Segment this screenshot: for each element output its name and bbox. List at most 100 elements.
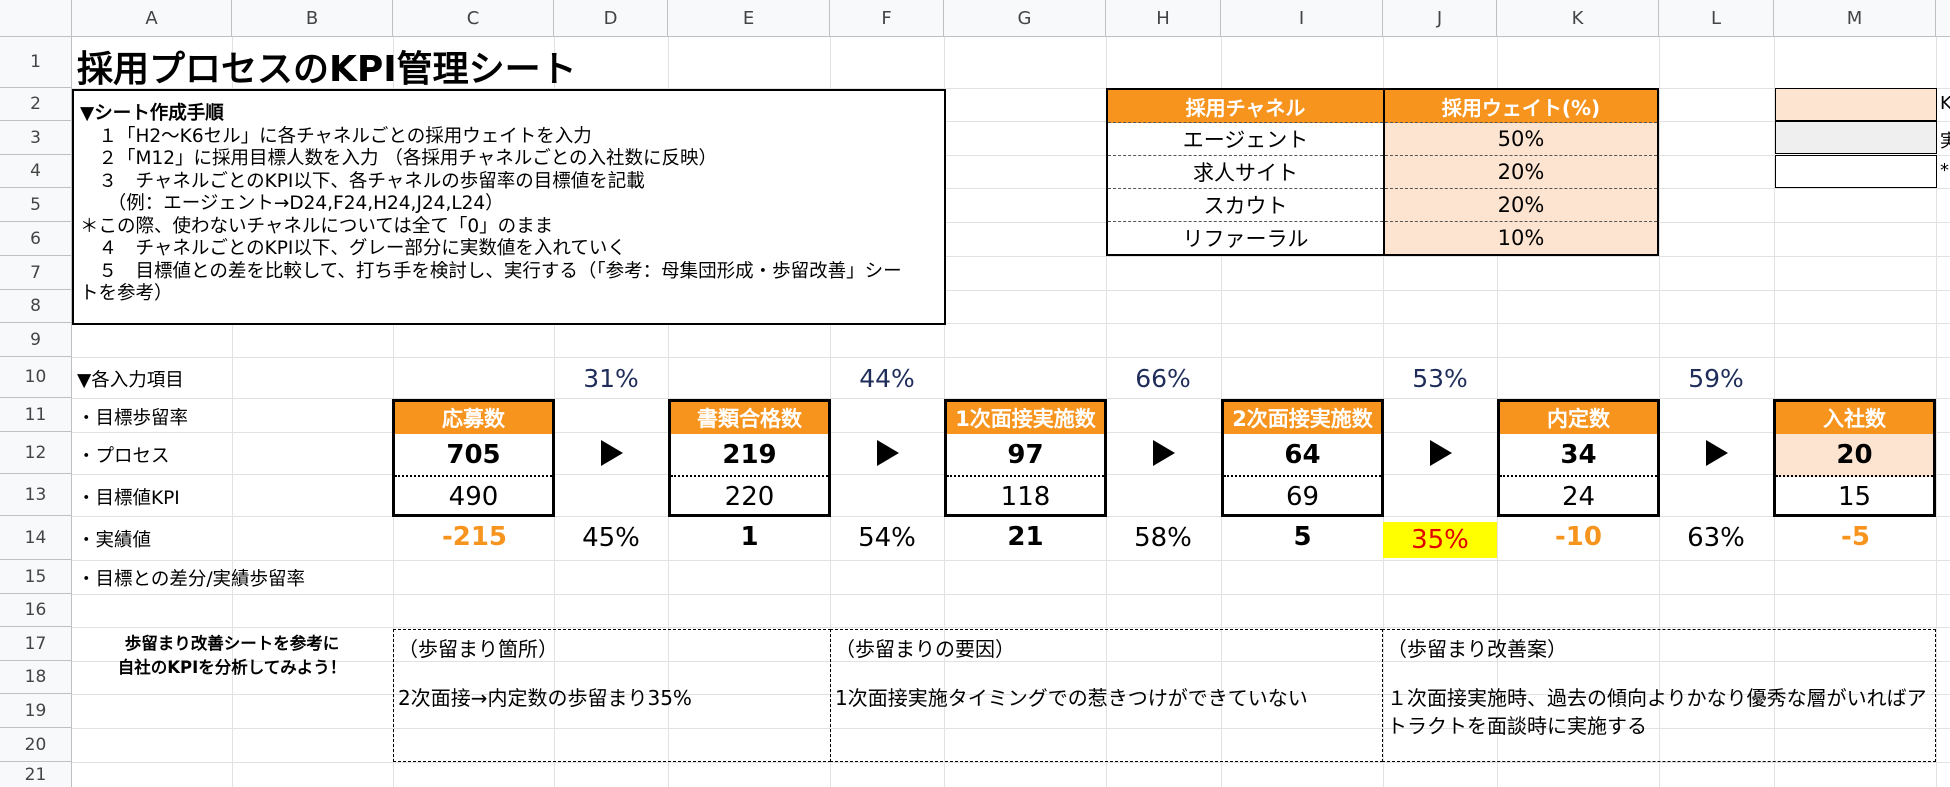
column-header-n[interactable]	[1936, 0, 1950, 37]
table-row: エージェント 50%	[1107, 122, 1658, 156]
target-rate[interactable]: 66%	[1135, 364, 1191, 393]
instructions-box[interactable]: ▼シート作成手順 １「H2〜K6セル」に各チャネルごとの採用ウェイトを入力 ２「…	[72, 89, 946, 325]
stage-kpi-value[interactable]: 490	[448, 481, 499, 512]
actual-rate-highlighted[interactable]: 35%	[1383, 522, 1497, 558]
target-rate[interactable]: 53%	[1412, 364, 1468, 393]
stage-name[interactable]: 2次面接実施数	[1224, 402, 1381, 434]
row-header-20[interactable]: 20	[0, 728, 72, 762]
stage-name[interactable]: 内定数	[1500, 402, 1657, 434]
arrow-right-icon	[601, 440, 623, 466]
column-header-k[interactable]: K	[1497, 0, 1659, 37]
diff-value[interactable]: -5	[1841, 522, 1870, 552]
column-header-j[interactable]: J	[1383, 0, 1497, 37]
row-header-9[interactable]: 9	[0, 323, 72, 357]
column-header-d[interactable]: D	[554, 0, 668, 37]
legend-white-box[interactable]	[1775, 155, 1937, 188]
target-rate[interactable]: 44%	[859, 364, 915, 393]
sheet-title[interactable]: 採用プロセスのKPI管理シート	[77, 49, 577, 90]
row-header-17[interactable]: 17	[0, 627, 72, 661]
improvement-plan-heading: （歩留まり改善案）	[1387, 637, 1567, 661]
row-header-19[interactable]: 19	[0, 694, 72, 728]
actual-rate[interactable]: 45%	[582, 523, 640, 553]
row-header-8[interactable]: 8	[0, 290, 72, 323]
row-header-2[interactable]: 2	[0, 88, 72, 121]
legend-gray-box[interactable]	[1775, 121, 1937, 154]
weight-header[interactable]: 採用ウェイト(%)	[1383, 89, 1658, 123]
row-header-5[interactable]: 5	[0, 188, 72, 222]
stage-kpi-value[interactable]: 24	[1561, 481, 1596, 512]
column-header-h[interactable]: H	[1106, 0, 1221, 37]
stage-name[interactable]: 入社数	[1776, 402, 1933, 434]
row-label-process: ・プロセス	[77, 446, 170, 467]
legend-label-cut: 実	[1940, 131, 1950, 152]
row-header-7[interactable]: 7	[0, 256, 72, 290]
stage-name[interactable]: 応募数	[395, 402, 552, 434]
diff-value[interactable]: -215	[441, 522, 508, 552]
stage-kpi-value[interactable]: 69	[1285, 481, 1320, 512]
legend-color-box[interactable]	[1775, 88, 1937, 121]
stage-box-first-interview: 1次面接実施数 97 118	[944, 399, 1107, 517]
weight-cell[interactable]: 50%	[1383, 122, 1658, 156]
row-header-21[interactable]: 21	[0, 762, 72, 787]
column-header-f[interactable]: F	[830, 0, 944, 37]
column-header-a[interactable]: A	[72, 0, 232, 37]
channel-cell[interactable]: スカウト	[1107, 188, 1384, 222]
row-header-3[interactable]: 3	[0, 121, 72, 155]
channel-cell[interactable]: リファーラル	[1107, 221, 1384, 255]
select-all-corner[interactable]	[0, 0, 72, 37]
stage-kpi-value[interactable]: 118	[1000, 481, 1051, 512]
stage-name[interactable]: 書類合格数	[671, 402, 828, 434]
stage-process-value[interactable]: 97	[947, 434, 1104, 477]
row-header-4[interactable]: 4	[0, 155, 72, 188]
row-header-1[interactable]: 1	[0, 37, 72, 88]
row-header-10[interactable]: 10	[0, 357, 72, 398]
actual-rate[interactable]: 58%	[1134, 523, 1192, 553]
stage-kpi-value[interactable]: 220	[724, 481, 775, 512]
actual-rate[interactable]: 63%	[1687, 523, 1745, 553]
column-header-e[interactable]: E	[668, 0, 830, 37]
arrow-right-icon	[1153, 440, 1175, 466]
column-header-c[interactable]: C	[393, 0, 554, 37]
row-header-11[interactable]: 11	[0, 398, 72, 432]
bottleneck-location-box[interactable]: （歩留まり箇所） 2次面接→内定数の歩留まり35%	[393, 629, 831, 762]
diff-value[interactable]: -10	[1555, 522, 1602, 552]
column-header-g[interactable]: G	[944, 0, 1106, 37]
target-rate[interactable]: 59%	[1688, 364, 1744, 393]
channel-cell[interactable]: エージェント	[1107, 122, 1384, 156]
legend-label-cut: K	[1940, 93, 1950, 114]
row-header-14[interactable]: 14	[0, 516, 72, 560]
row-header-13[interactable]: 13	[0, 474, 72, 516]
channel-cell[interactable]: 求人サイト	[1107, 155, 1384, 189]
row-header-12[interactable]: 12	[0, 432, 72, 474]
column-header-b[interactable]: B	[232, 0, 393, 37]
channel-header[interactable]: 採用チャネル	[1107, 89, 1384, 123]
instruction-step-5: ５ 目標値との差を比較して、打ち手を検討し、実行する（「参考：母集団形成・歩留改…	[80, 260, 902, 282]
improvement-plan-text: １次面接実施時、過去の傾向よりかなり優秀な層がいればアトラクトを面談時に実施する	[1387, 686, 1927, 738]
weight-cell[interactable]: 20%	[1383, 188, 1658, 222]
weight-cell[interactable]: 10%	[1383, 221, 1658, 255]
stage-name[interactable]: 1次面接実施数	[947, 402, 1104, 434]
row-header-6[interactable]: 6	[0, 222, 72, 256]
diff-value[interactable]: 5	[1293, 522, 1312, 552]
column-header-i[interactable]: I	[1221, 0, 1383, 37]
improvement-plan-box[interactable]: （歩留まり改善案） １次面接実施時、過去の傾向よりかなり優秀な層がいればアトラク…	[1382, 629, 1936, 762]
column-header-m[interactable]: M	[1774, 0, 1936, 37]
row-label-target-rate: ・目標歩留率	[77, 408, 189, 429]
stage-process-value[interactable]: 64	[1224, 434, 1381, 477]
row-header-18[interactable]: 18	[0, 661, 72, 694]
row-header-15[interactable]: 15	[0, 560, 72, 594]
stage-process-value[interactable]: 219	[671, 434, 828, 477]
stage-kpi-value[interactable]: 15	[1837, 481, 1872, 512]
advice-note[interactable]: 歩留まり改善シートを参考に 自社のKPIを分析してみよう！	[72, 632, 392, 680]
diff-value[interactable]: 1	[740, 522, 759, 552]
column-header-l[interactable]: L	[1659, 0, 1774, 37]
stage-process-value[interactable]: 705	[395, 434, 552, 477]
row-header-16[interactable]: 16	[0, 594, 72, 627]
diff-value[interactable]: 21	[1007, 522, 1044, 552]
actual-rate[interactable]: 54%	[858, 523, 916, 553]
bottleneck-cause-box[interactable]: （歩留まりの要因） 1次面接実施タイミングでの惹きつけができていない	[830, 629, 1383, 762]
weight-cell[interactable]: 20%	[1383, 155, 1658, 189]
stage-process-value[interactable]: 20	[1776, 434, 1933, 477]
stage-process-value[interactable]: 34	[1500, 434, 1657, 477]
target-rate[interactable]: 31%	[583, 364, 639, 393]
